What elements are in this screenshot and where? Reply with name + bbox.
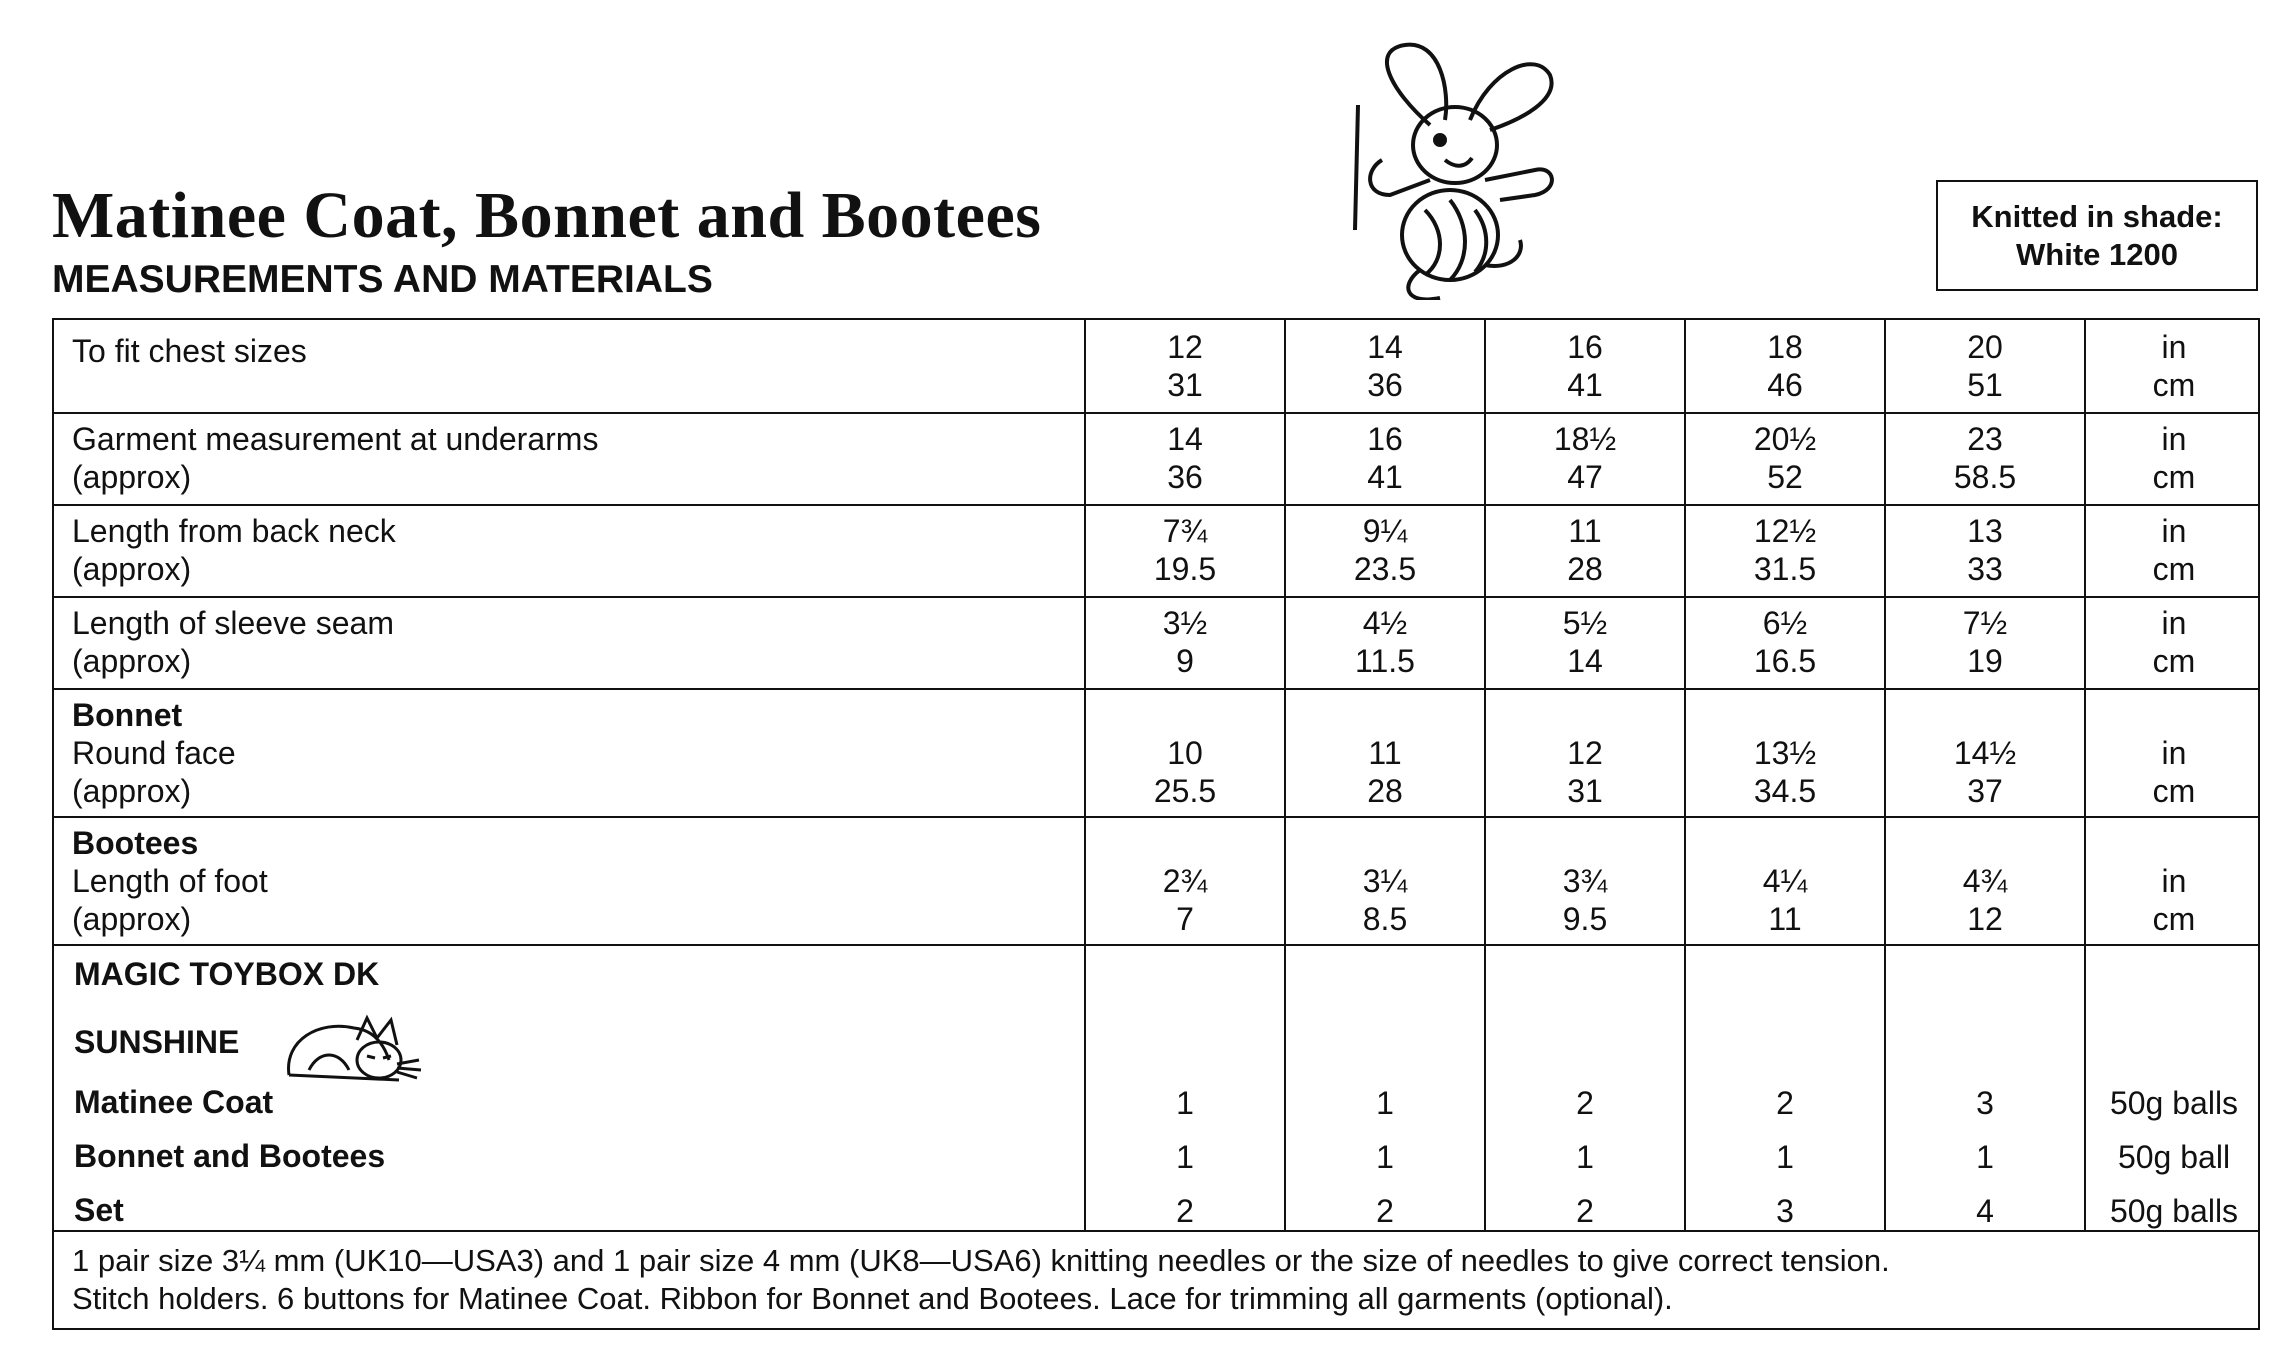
materials-notes: 1 pair size 3¼ mm (UK10—USA3) and 1 pair… xyxy=(72,1243,1890,1316)
yarn-name: SUNSHINE xyxy=(74,1024,240,1060)
row-label: Garment measurement at underarms (approx) xyxy=(72,421,599,495)
table-cell: 2 xyxy=(1576,1193,1594,1229)
table-cell: 2 xyxy=(1176,1193,1194,1229)
material-item-label: Bonnet and Bootees xyxy=(74,1138,386,1174)
row-heading: Bootees xyxy=(72,825,199,861)
row-label: Bonnet Round face (approx) xyxy=(72,697,236,809)
table-cell: 1 xyxy=(1376,1139,1394,1175)
table-cell: 16 41 xyxy=(1567,329,1603,403)
measurements-table: To fit chest sizes 12 31 14 36 16 41 18 46 2… xyxy=(52,318,2260,1330)
table-cell: 3¾ 9.5 xyxy=(1562,863,1608,937)
row-divider xyxy=(54,596,2258,598)
table-cell: 1 xyxy=(1576,1139,1594,1175)
cat-illustration xyxy=(287,1014,422,1082)
table-cell: 18½ 47 xyxy=(1553,421,1617,495)
table-cell: 16 41 xyxy=(1367,421,1403,495)
shade-box: Knitted in shade: White 1200 xyxy=(1936,180,2258,291)
row-divider xyxy=(54,688,2258,690)
table-cell: 3 xyxy=(1976,1085,1994,1121)
unit-cell: in cm xyxy=(2152,605,2196,679)
material-item-label: Set xyxy=(74,1192,124,1228)
table-cell: 1 xyxy=(1176,1139,1194,1175)
table-cell: 2 xyxy=(1376,1193,1394,1229)
column-divider xyxy=(1284,320,1286,1230)
row-divider xyxy=(54,944,2258,946)
table-cell: 11 28 xyxy=(1567,513,1603,587)
table-cell: 2 xyxy=(1576,1085,1594,1121)
table-cell: 13 33 xyxy=(1967,513,2003,587)
table-cell: 5½ 14 xyxy=(1562,605,1608,679)
page-subtitle: MEASUREMENTS AND MATERIALS xyxy=(52,258,713,301)
table-cell: 4½ 11.5 xyxy=(1355,605,1415,679)
table-cell: 2 xyxy=(1776,1085,1794,1121)
table-cell: 12½ 31.5 xyxy=(1753,513,1817,587)
column-divider xyxy=(1084,320,1086,1230)
table-cell: 14 36 xyxy=(1367,329,1403,403)
table-cell: 1 xyxy=(1176,1085,1194,1121)
table-cell: 14 36 xyxy=(1167,421,1203,495)
unit-cell: in cm xyxy=(2152,513,2196,587)
table-cell: 14½ 37 xyxy=(1953,735,2017,809)
table-cell: 1 xyxy=(1976,1139,1994,1175)
column-divider xyxy=(1484,320,1486,1230)
table-cell: 20½ 52 xyxy=(1753,421,1817,495)
table-cell: 4¼ 11 xyxy=(1762,863,1808,937)
table-cell: 13½ 34.5 xyxy=(1753,735,1817,809)
table-cell: 7¾ 19.5 xyxy=(1153,513,1217,587)
yarn-brand: MAGIC TOYBOX DK xyxy=(74,956,380,992)
table-cell: 1 xyxy=(1776,1139,1794,1175)
table-cell: 12 31 xyxy=(1567,735,1603,809)
table-cell: 11 28 xyxy=(1367,735,1403,809)
row-label: Length of sleeve seam (approx) xyxy=(72,605,394,679)
table-cell: 12 31 xyxy=(1167,329,1203,403)
table-cell: 6½ 16.5 xyxy=(1753,605,1817,679)
row-divider xyxy=(54,1230,2258,1232)
unit-cell: 50g ball xyxy=(2117,1139,2231,1175)
column-divider xyxy=(1684,320,1686,1230)
page-title: Matinee Coat, Bonnet and Bootees xyxy=(52,179,1042,252)
row-label: To fit chest sizes xyxy=(72,333,307,369)
unit-cell: in cm xyxy=(2152,863,2196,937)
table-cell: 7½ 19 xyxy=(1962,605,2008,679)
table-cell: 3 xyxy=(1776,1193,1794,1229)
unit-cell: 50g balls xyxy=(2109,1193,2239,1229)
column-divider xyxy=(2084,320,2086,1230)
shade-label: Knitted in shade: xyxy=(1971,198,2223,234)
table-cell: 4 xyxy=(1976,1193,1994,1229)
table-cell: 10 25.5 xyxy=(1153,735,1217,809)
table-cell: 3¼ 8.5 xyxy=(1362,863,1408,937)
table-cell: 2¾ 7 xyxy=(1162,863,1208,937)
row-label: Length from back neck (approx) xyxy=(72,513,396,587)
unit-cell: in cm xyxy=(2152,421,2196,495)
unit-cell: 50g balls xyxy=(2109,1085,2239,1121)
row-heading: Bonnet xyxy=(72,697,183,733)
table-cell: 3½ 9 xyxy=(1162,605,1208,679)
material-item-label: Matinee Coat xyxy=(74,1084,274,1120)
row-label: Bootees Length of foot (approx) xyxy=(72,825,268,937)
table-cell: 18 46 xyxy=(1767,329,1803,403)
table-cell: 1 xyxy=(1376,1085,1394,1121)
unit-cell: in cm xyxy=(2152,735,2196,809)
shade-value: White 1200 xyxy=(2016,236,2178,272)
row-divider xyxy=(54,816,2258,818)
unit-cell: in cm xyxy=(2152,329,2196,403)
table-cell: 20 51 xyxy=(1967,329,2003,403)
column-divider xyxy=(1884,320,1886,1230)
row-divider xyxy=(54,412,2258,414)
table-cell: 9¼ 23.5 xyxy=(1353,513,1417,587)
table-cell: 4¾ 12 xyxy=(1962,863,2008,937)
table-cell: 23 58.5 xyxy=(1953,421,2017,495)
rabbit-illustration xyxy=(1353,42,1554,300)
row-divider xyxy=(54,504,2258,506)
